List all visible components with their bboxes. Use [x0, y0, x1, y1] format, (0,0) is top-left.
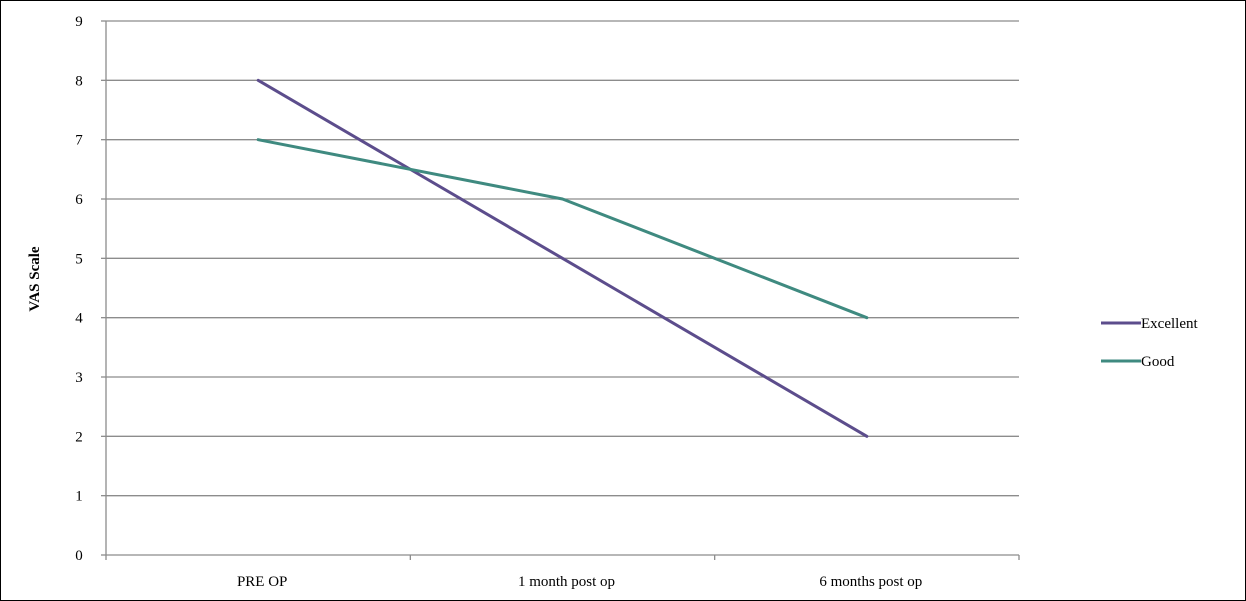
y-tick-label: 9 [75, 14, 83, 30]
x-tick-labels: PRE OP 1 month post op 6 months post op [237, 574, 922, 590]
series-line-excellent [256, 78, 869, 438]
y-axis-label: VAS Scale [27, 246, 43, 311]
x-tick-label: 1 month post op [518, 574, 615, 590]
series-lines [256, 78, 869, 438]
y-tick-label: 4 [75, 311, 83, 327]
legend-label-good: Good [1141, 354, 1175, 370]
y-tick-label: 8 [75, 73, 83, 89]
series-line-good [256, 138, 869, 320]
y-tick-label: 6 [75, 192, 83, 208]
legend: Excellent Good [1101, 316, 1198, 370]
y-tick-label: 0 [75, 548, 83, 564]
y-tick-label: 1 [75, 489, 83, 505]
y-tick-labels: 0 1 2 3 4 5 6 7 8 9 [75, 14, 83, 564]
axes [101, 20, 1020, 560]
y-tick-label: 3 [75, 370, 83, 386]
legend-label-excellent: Excellent [1141, 316, 1198, 332]
y-tick-label: 7 [75, 133, 83, 149]
y-tick-label: 2 [75, 429, 83, 445]
x-tick-label: PRE OP [237, 574, 287, 590]
x-tick-label: 6 months post op [819, 574, 922, 590]
y-tick-label: 5 [75, 251, 83, 267]
